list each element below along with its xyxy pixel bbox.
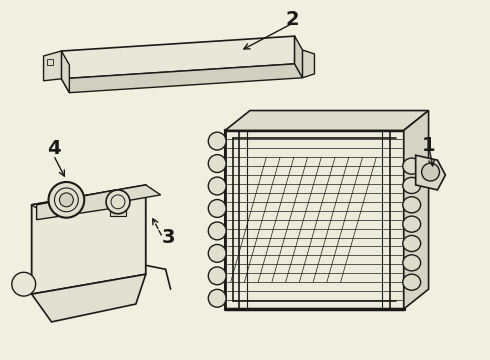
Ellipse shape <box>208 244 226 262</box>
Ellipse shape <box>208 199 226 217</box>
Circle shape <box>12 272 36 296</box>
Polygon shape <box>110 207 126 216</box>
Ellipse shape <box>403 158 420 174</box>
Ellipse shape <box>208 289 226 307</box>
Ellipse shape <box>208 267 226 285</box>
Polygon shape <box>32 185 161 215</box>
Polygon shape <box>225 111 429 130</box>
Circle shape <box>49 182 84 218</box>
Circle shape <box>421 163 440 181</box>
Ellipse shape <box>208 177 226 195</box>
Polygon shape <box>404 111 429 309</box>
Polygon shape <box>32 185 146 294</box>
Ellipse shape <box>208 155 226 172</box>
Ellipse shape <box>403 274 420 290</box>
Polygon shape <box>37 190 116 220</box>
Polygon shape <box>61 36 294 79</box>
Ellipse shape <box>208 132 226 150</box>
Ellipse shape <box>403 235 420 252</box>
Circle shape <box>59 193 74 207</box>
Circle shape <box>106 190 130 214</box>
Text: 4: 4 <box>47 139 60 158</box>
Ellipse shape <box>403 216 420 232</box>
Polygon shape <box>225 130 404 309</box>
Polygon shape <box>44 51 61 81</box>
Polygon shape <box>416 155 445 190</box>
Text: 1: 1 <box>422 136 436 155</box>
Ellipse shape <box>403 255 420 271</box>
Polygon shape <box>32 274 146 322</box>
Ellipse shape <box>208 222 226 240</box>
Polygon shape <box>61 51 70 93</box>
Polygon shape <box>302 50 315 78</box>
Ellipse shape <box>403 197 420 213</box>
Polygon shape <box>61 64 302 93</box>
Text: 2: 2 <box>286 10 299 29</box>
Ellipse shape <box>403 177 420 193</box>
Polygon shape <box>294 36 302 78</box>
Polygon shape <box>56 205 76 215</box>
Text: 3: 3 <box>162 228 175 247</box>
